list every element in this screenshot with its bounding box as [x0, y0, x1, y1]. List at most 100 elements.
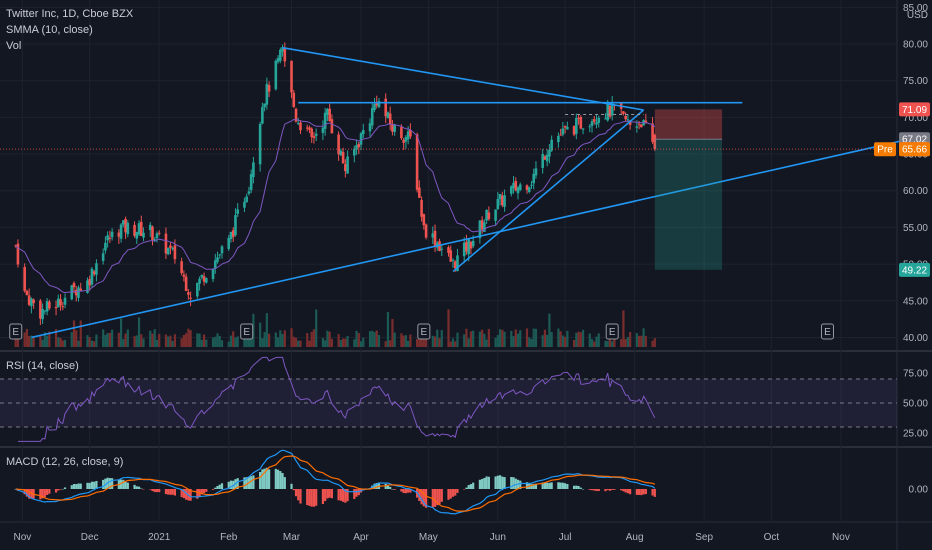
volume-bar: [220, 340, 224, 347]
candle-body: [126, 222, 130, 235]
candle-body: [388, 113, 392, 125]
volume-bar: [119, 318, 123, 347]
candle-body: [247, 191, 251, 194]
macd-histogram-bar: [151, 489, 154, 492]
rsi-legend[interactable]: RSI (14, close): [6, 358, 79, 374]
macd-histogram-bar: [200, 489, 203, 495]
volume-bar: [481, 329, 484, 347]
candle-body: [110, 231, 114, 238]
macd-histogram-bar: [420, 489, 423, 505]
candle-body: [182, 274, 186, 277]
volume-bar: [357, 332, 360, 347]
volume-bar: [487, 328, 490, 347]
candle-body: [117, 232, 121, 237]
candle-body: [337, 134, 340, 155]
volume-bar: [416, 338, 419, 347]
candle-body: [637, 123, 641, 125]
price-tick: 45.00: [903, 296, 928, 307]
candle-body: [74, 290, 78, 296]
candle-body: [355, 145, 358, 150]
candle-body: [471, 240, 475, 247]
macd-legend[interactable]: MACD (12, 26, close, 9): [6, 454, 123, 470]
macd-histogram-bar: [375, 482, 378, 489]
volume-bar: [57, 337, 60, 347]
volume-bar: [16, 337, 20, 347]
candle-body: [518, 184, 522, 190]
candle-body: [557, 135, 560, 143]
candle-body: [187, 292, 190, 295]
candle-body: [579, 116, 583, 129]
candle-body: [184, 276, 188, 292]
volume-bar: [557, 328, 560, 347]
time-tick: Nov: [14, 532, 32, 543]
volume-bar: [151, 333, 154, 347]
earnings-marker: E: [605, 323, 619, 340]
macd-histogram-bar: [494, 476, 497, 489]
macd-histogram-bar: [391, 488, 394, 490]
macd-histogram-bar: [422, 489, 425, 507]
volume-bar: [359, 341, 363, 347]
candle-body: [344, 164, 347, 172]
macd-histogram-bar: [353, 489, 356, 499]
time-tick: Nov: [832, 532, 850, 543]
volume-bar: [389, 340, 392, 347]
candle-body: [451, 259, 455, 261]
volume-bar: [386, 312, 390, 347]
macd-histogram-bar: [561, 482, 564, 489]
volume-bar: [185, 333, 188, 347]
candle-body: [357, 143, 361, 148]
volume-bar: [642, 328, 645, 347]
macd-histogram-bar: [268, 469, 271, 489]
macd-histogram-bar: [624, 489, 627, 493]
position-stop-zone: [654, 109, 723, 140]
volume-bar: [550, 332, 553, 347]
macd-histogram-bar: [478, 479, 481, 489]
volume-bar: [243, 336, 246, 347]
volume-bar: [393, 332, 396, 347]
volume-bar: [265, 313, 268, 347]
volume-bar: [236, 336, 239, 347]
macd-histogram-bar: [180, 489, 183, 498]
macd-histogram-bar: [409, 489, 412, 493]
macd-histogram-bar: [465, 487, 468, 489]
volume-bar: [45, 335, 49, 347]
candle-body: [236, 209, 240, 214]
macd-histogram-bar: [451, 489, 455, 497]
macd-histogram-bar: [310, 489, 313, 507]
macd-histogram-bar: [227, 481, 230, 489]
volume-bar: [149, 330, 152, 347]
volume-bar: [606, 340, 609, 347]
candle-body: [386, 112, 390, 119]
volume-bar: [635, 333, 638, 347]
rsi-tick: 75.00: [903, 369, 928, 380]
macd-histogram-bar: [39, 489, 42, 500]
volume-bar: [61, 340, 64, 347]
macd-histogram-bar: [386, 484, 390, 489]
candle-body: [462, 242, 466, 257]
candle-body: [532, 173, 536, 184]
candle-body: [252, 162, 255, 178]
candle-body: [90, 268, 94, 285]
macd-histogram-bar: [59, 489, 62, 490]
macd-histogram-bar: [620, 489, 623, 491]
volume-bar: [404, 335, 407, 347]
candle-body: [54, 306, 58, 309]
volume-bar: [216, 333, 219, 347]
volume-bar: [579, 332, 582, 347]
macd-histogram-bar: [436, 489, 439, 506]
macd-histogram-bar: [57, 489, 60, 491]
volume-bar: [276, 337, 280, 347]
macd-histogram-bar: [642, 489, 645, 495]
volume-bar: [467, 338, 470, 347]
volume-bar: [167, 336, 170, 347]
candle-body: [420, 199, 423, 217]
macd-histogram-bar: [487, 476, 490, 489]
macd-histogram-bar: [638, 489, 641, 495]
macd-histogram-bar: [126, 482, 129, 489]
symbol-legend[interactable]: Twitter Inc, 1D, Cboe BZX SMMA (10, clos…: [6, 6, 133, 54]
candle-body: [16, 243, 20, 265]
macd-histogram-bar: [581, 488, 585, 490]
candle-body: [294, 108, 298, 122]
macd-histogram-bar: [393, 489, 396, 490]
